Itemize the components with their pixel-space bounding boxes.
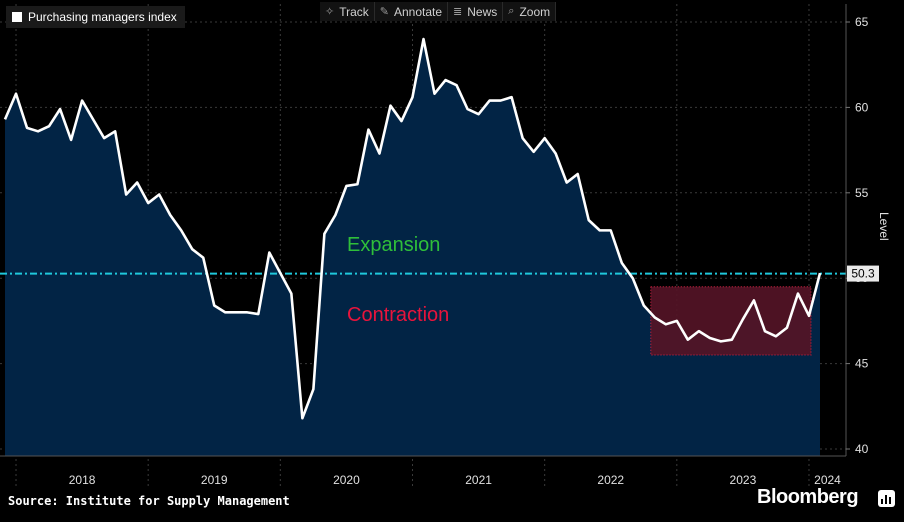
x-tick-label: 2019 xyxy=(201,473,228,487)
contraction-highlight xyxy=(650,286,812,356)
y-axis-label: Level xyxy=(877,212,891,241)
contraction-label: Contraction xyxy=(347,304,449,326)
x-tick-label: 2018 xyxy=(69,473,96,487)
x-tick-label: 2020 xyxy=(333,473,360,487)
news-button[interactable]: ≣ News xyxy=(448,2,504,21)
y-tick-label: 55 xyxy=(855,186,869,200)
legend-label: Purchasing managers index xyxy=(28,10,177,24)
x-tick-label: 2022 xyxy=(597,473,624,487)
legend[interactable]: Purchasing managers index xyxy=(6,6,185,28)
zoom-button[interactable]: ⌕ Zoom xyxy=(503,2,557,21)
y-tick-label: 45 xyxy=(855,357,869,371)
news-label: News xyxy=(467,4,498,19)
legend-swatch xyxy=(12,12,22,22)
zoom-label: Zoom xyxy=(519,4,551,19)
last-value-badge: 50.3 xyxy=(847,265,879,282)
pmi-line xyxy=(3,37,822,420)
bloomberg-chart-icon xyxy=(878,490,895,507)
y-tick-label: 65 xyxy=(855,15,869,29)
annotate-button[interactable]: ✎ Annotate xyxy=(375,2,449,21)
last-value-box xyxy=(847,265,879,282)
y-tick-label: 40 xyxy=(855,442,869,456)
y-tick-label: 60 xyxy=(855,100,869,114)
last-value-label: 50.3 xyxy=(851,267,875,281)
pmi-area xyxy=(5,39,820,456)
x-tick-label: 2024 xyxy=(814,473,841,487)
zoom-icon: ⌕ xyxy=(508,5,515,17)
x-tick-label: 2021 xyxy=(465,473,492,487)
annotations: Expansion Contraction xyxy=(347,234,449,326)
source-note: Source: Institute for Supply Management xyxy=(8,494,290,508)
expansion-label: Expansion xyxy=(347,234,440,256)
chart-toolbar: ✧ Track ✎ Annotate ≣ News ⌕ Zoom xyxy=(320,2,557,21)
crosshair-icon: ✧ xyxy=(325,6,335,18)
news-icon: ≣ xyxy=(453,6,463,18)
annotate-label: Annotate xyxy=(394,4,443,19)
y-axis: 404550556065Level xyxy=(845,4,891,456)
track-button[interactable]: ✧ Track xyxy=(320,2,375,21)
x-tick-label: 2023 xyxy=(730,473,757,487)
x-axis: 2018 2019 2020 2021 2022 2023 2024 xyxy=(0,455,846,487)
pen-icon: ✎ xyxy=(379,6,389,18)
bloomberg-logo: Bloomberg xyxy=(757,486,859,508)
track-label: Track xyxy=(339,4,369,19)
